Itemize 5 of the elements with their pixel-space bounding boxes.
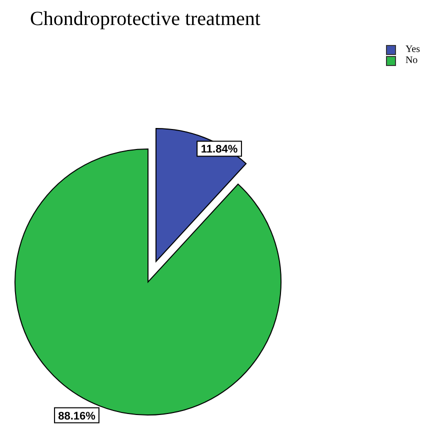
chart-title: Chondroprotective treatment [30,8,260,31]
data-label: 88.16% [58,410,96,422]
legend-label: No [405,55,418,66]
data-label: 11.84% [200,144,238,156]
legend-label: Yes [405,44,420,55]
